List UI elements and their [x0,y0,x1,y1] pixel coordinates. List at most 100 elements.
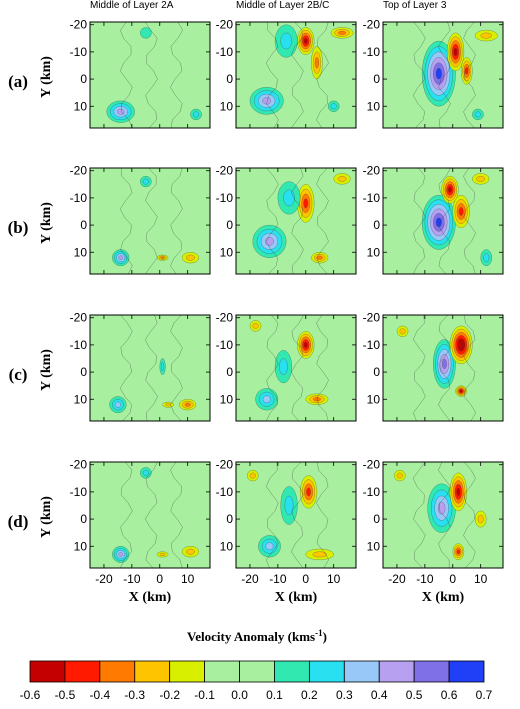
anomaly-contour [435,68,442,80]
anomaly-contour [262,395,271,404]
colorbar-tick-label: 0.2 [301,688,318,702]
y-tick-label: -10 [216,485,234,499]
colorbar-swatch [308,660,345,683]
map-panel [382,461,504,569]
bathymetry-contour [145,462,158,568]
x-tick-label: 0 [302,572,309,586]
y-axis-label: Y (km) [39,56,54,98]
y-tick-label: -20 [70,18,88,32]
x-tick-label: -20 [388,572,406,586]
row-label: (b) [8,218,29,237]
bathymetry-contour [170,168,183,274]
anomaly-contour [118,552,123,557]
y-tick-label: 0 [226,218,233,232]
row-label: (a) [8,72,28,91]
colorbar-swatch [64,660,101,683]
y-tick-label: 10 [74,539,88,553]
anomaly-contour [265,542,274,551]
bathymetry-contour [170,315,183,421]
y-tick-label: 0 [373,512,380,526]
anomaly-contour [262,97,272,105]
y-tick-label: 10 [367,539,381,553]
anomaly-contour [476,175,486,182]
colorbar-swatch [274,660,310,683]
anomaly-contour [456,549,460,554]
panel-frame [382,314,504,422]
bathymetry-contour [145,22,158,128]
panel-frame [89,314,211,422]
colorbar-tick-label: -0.3 [124,688,145,702]
anomaly-contour [448,186,452,193]
colorbar-swatch [448,660,485,683]
y-tick-label: 0 [80,512,87,526]
bathymetry-contour [438,315,451,421]
y-tick-label: 0 [80,72,87,86]
anomaly-contour [303,198,309,209]
bathymetry-contour [119,462,133,568]
panel-frame [89,167,211,275]
bathymetry-contour [291,168,304,274]
bathymetry-contour [291,315,304,421]
colorbar-swatch [134,660,171,683]
anomaly-contour [480,32,493,39]
anomaly-contour [441,358,447,369]
anomaly-contour [338,30,346,35]
x-tick-label: -10 [269,572,287,586]
colorbar-title: Velocity Anomaly (kms-1) [187,628,327,644]
colorbar-tick-label: 0.1 [266,688,283,702]
row-label: (c) [9,365,28,384]
bathymetry-contour [463,22,476,128]
x-tick-label: 10 [327,572,341,586]
anomaly-contour [249,472,256,479]
x-axis-label: X (km) [129,590,172,605]
column-title: Middle of Layer 2A [90,0,174,11]
y-axis-label: Y (km) [39,349,54,391]
anomaly-contour [140,27,152,39]
panel-frame [382,167,504,275]
y-tick-label: 0 [80,365,87,379]
y-tick-label: 0 [226,365,233,379]
map-panel [235,314,357,422]
map-panel [89,461,211,569]
bathymetry-contour [412,315,426,421]
y-tick-label: 10 [220,245,234,259]
x-tick-label: 10 [474,572,488,586]
bathymetry-contour [412,168,426,274]
panel-background [236,315,356,421]
anomaly-contour [337,175,347,182]
anomaly-contour [483,253,490,262]
y-tick-label: -20 [216,311,234,325]
bathymetry-contour [265,315,279,421]
bathymetry-contour [170,22,183,128]
map-panel [235,167,357,275]
anomaly-contour [186,548,195,555]
y-tick-label: -10 [70,191,88,205]
anomaly-contour [314,57,319,69]
panel-background [236,168,356,274]
anomaly-contour [458,207,464,216]
colorbar-tick-label: 0.6 [441,688,458,702]
y-axis-label: Y (km) [39,202,54,244]
colorbar-tick-label: 0.0 [231,688,248,702]
colorbar-swatch [169,660,206,683]
anomaly-contour [312,551,327,558]
bathymetry-contour [316,315,329,421]
y-tick-label: -10 [363,485,381,499]
anomaly-contour [265,237,274,246]
y-tick-label: -20 [70,164,88,178]
colorbar-swatch [239,660,275,683]
x-tick-label: 10 [181,572,195,586]
bathymetry-contour [438,462,451,568]
anomaly-contour [252,322,259,329]
anomaly-contour [284,495,294,516]
anomaly-contour [396,472,403,479]
anomaly-contour [399,328,406,335]
y-tick-label: 10 [74,245,88,259]
x-tick-label: -20 [95,572,113,586]
bathymetry-contour [412,22,426,128]
panel-frame [89,21,211,129]
bathymetry-contour [145,315,158,421]
anomaly-contour [280,32,292,50]
y-tick-label: -10 [216,338,234,352]
